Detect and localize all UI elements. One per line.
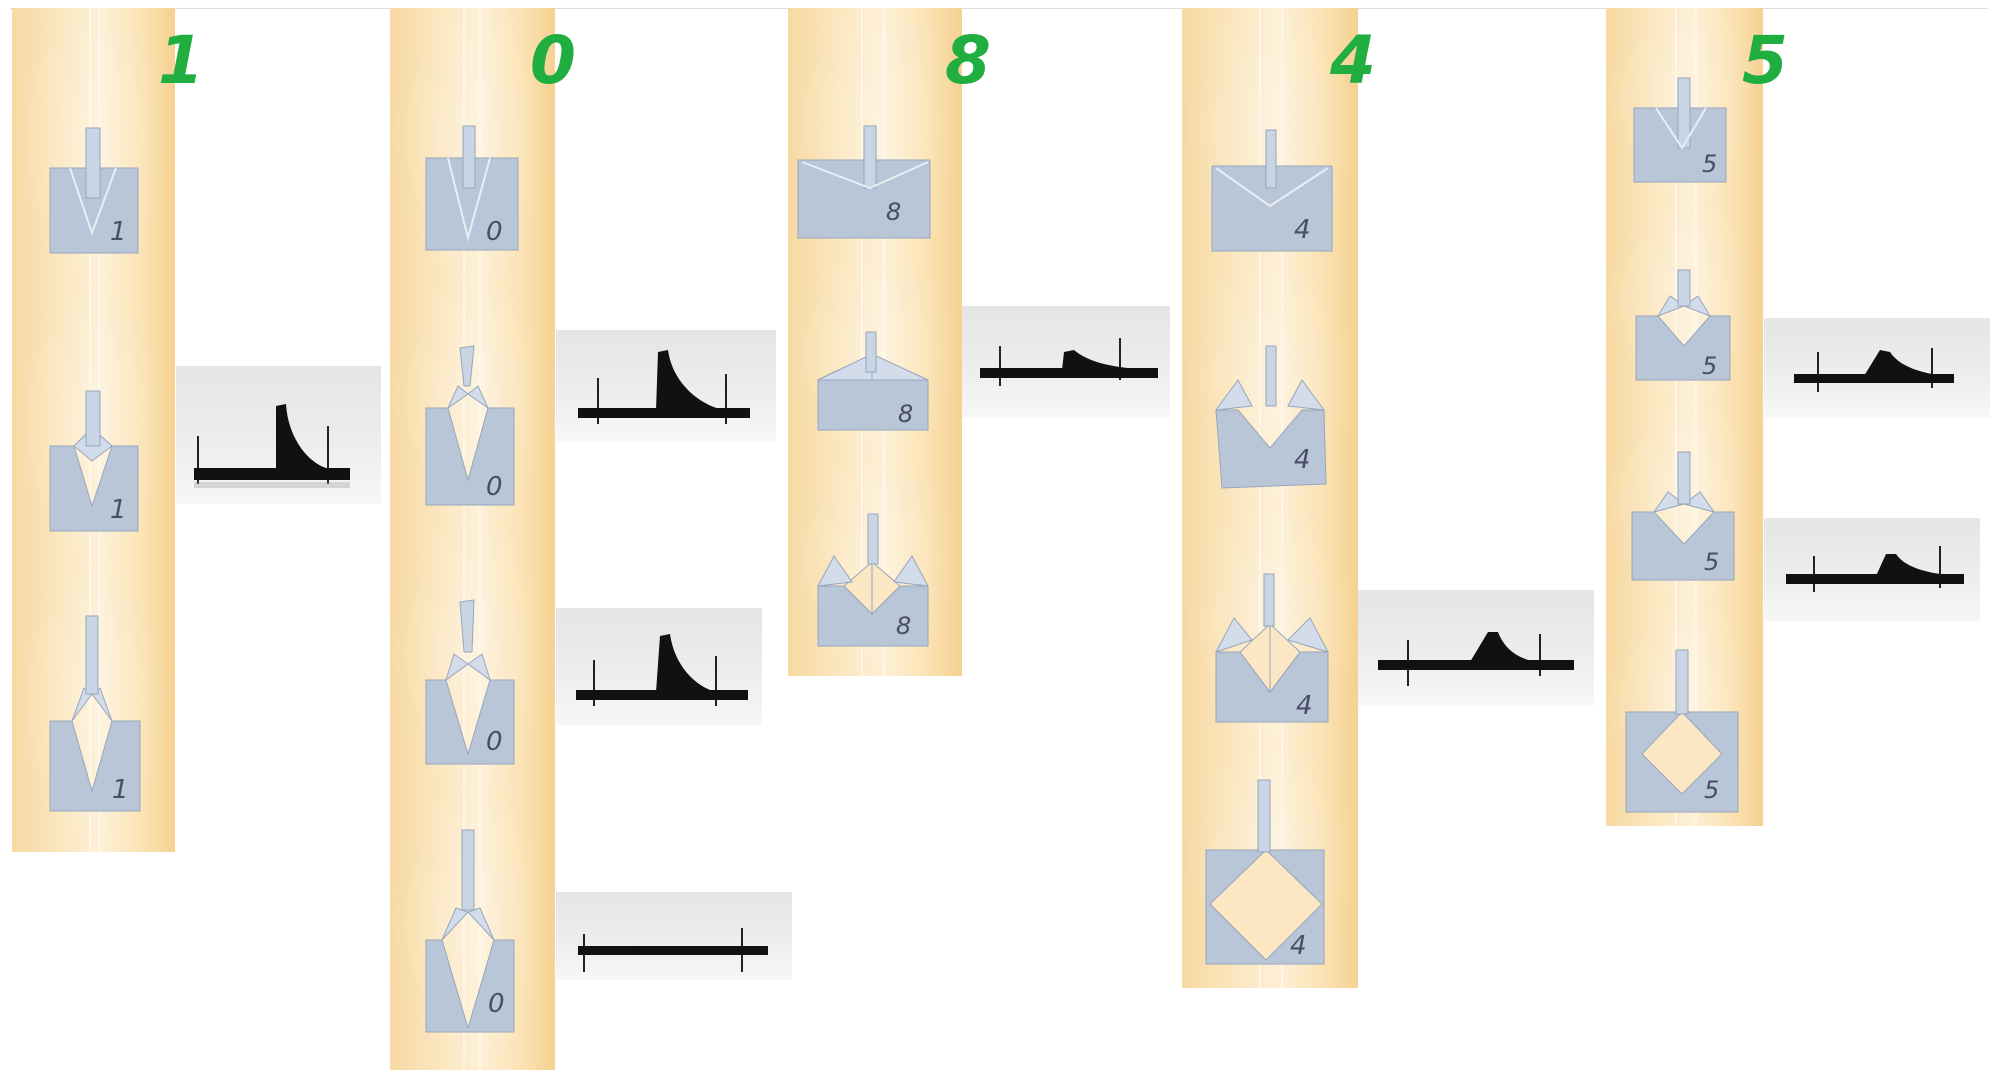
panel-label: 4 xyxy=(1294,215,1311,245)
panel-label: 8 xyxy=(896,612,911,640)
column-4-step-4-photo: 4 xyxy=(1182,754,1358,988)
panel-label: 8 xyxy=(886,198,901,226)
column-4-step-2-photo: 4 xyxy=(1182,270,1358,514)
column-8-side-view-1-photo xyxy=(962,306,1170,418)
panel-label: 5 xyxy=(1702,150,1717,178)
column-4-step-3-photo: 4 xyxy=(1182,514,1358,754)
panel-label: 4 xyxy=(1296,691,1313,721)
column-0-step-4-photo: 0 xyxy=(390,800,555,1070)
frame-top-line xyxy=(10,8,1988,9)
column-1-side-view-1-photo xyxy=(176,366,381,504)
column-1-step-3-photo: 1 xyxy=(12,576,175,852)
column-4-side-view-1-photo xyxy=(1358,590,1594,706)
column-1-step-2-photo: 1 xyxy=(12,296,175,576)
column-5-step-4-photo: 5 xyxy=(1606,608,1763,826)
panel-label: 4 xyxy=(1290,931,1307,961)
panel-label: 0 xyxy=(488,989,505,1019)
panel-label: 5 xyxy=(1702,352,1717,380)
column-0-side-view-2-photo xyxy=(556,608,762,726)
column-1-digit-label: 1 xyxy=(158,22,204,99)
panel-label: 8 xyxy=(898,400,913,428)
column-0-step-2-photo: 0 xyxy=(390,290,555,532)
column-0-digit-label: 0 xyxy=(530,22,576,99)
column-5-digit-label: 5 xyxy=(1742,22,1788,99)
panel-label: 4 xyxy=(1294,445,1311,475)
column-4-step-1-photo: 4 xyxy=(1182,8,1358,270)
column-5-side-view-1-photo xyxy=(1764,318,1990,418)
panel-label: 5 xyxy=(1704,548,1719,576)
column-0-side-view-3-photo xyxy=(556,892,792,980)
column-5-step-2-photo: 5 xyxy=(1606,208,1763,408)
panel-label: 0 xyxy=(486,217,503,247)
column-1-step-1-photo: 1 xyxy=(12,8,175,296)
column-5-step-3-photo: 5 xyxy=(1606,408,1763,608)
panel-label: 5 xyxy=(1704,776,1719,804)
panel-label: 1 xyxy=(110,217,127,247)
column-0-step-1-photo: 0 xyxy=(390,8,555,290)
column-8-step-2-photo: 8 xyxy=(788,262,962,464)
panel-label: 0 xyxy=(486,472,503,502)
panel-label: 1 xyxy=(110,495,127,525)
panel-label: 0 xyxy=(486,727,503,757)
column-0-side-view-1-photo xyxy=(556,330,776,442)
column-4-digit-label: 4 xyxy=(1330,22,1376,99)
column-5-side-view-2-photo xyxy=(1764,518,1980,622)
column-8-step-1-photo: 8 xyxy=(788,8,962,262)
column-0-step-3-photo: 0 xyxy=(390,532,555,800)
panel-label: 1 xyxy=(112,775,129,805)
column-5-step-1-photo: 5 xyxy=(1606,8,1763,208)
column-8-step-3-photo: 8 xyxy=(788,464,962,676)
column-8-digit-label: 8 xyxy=(945,22,991,99)
